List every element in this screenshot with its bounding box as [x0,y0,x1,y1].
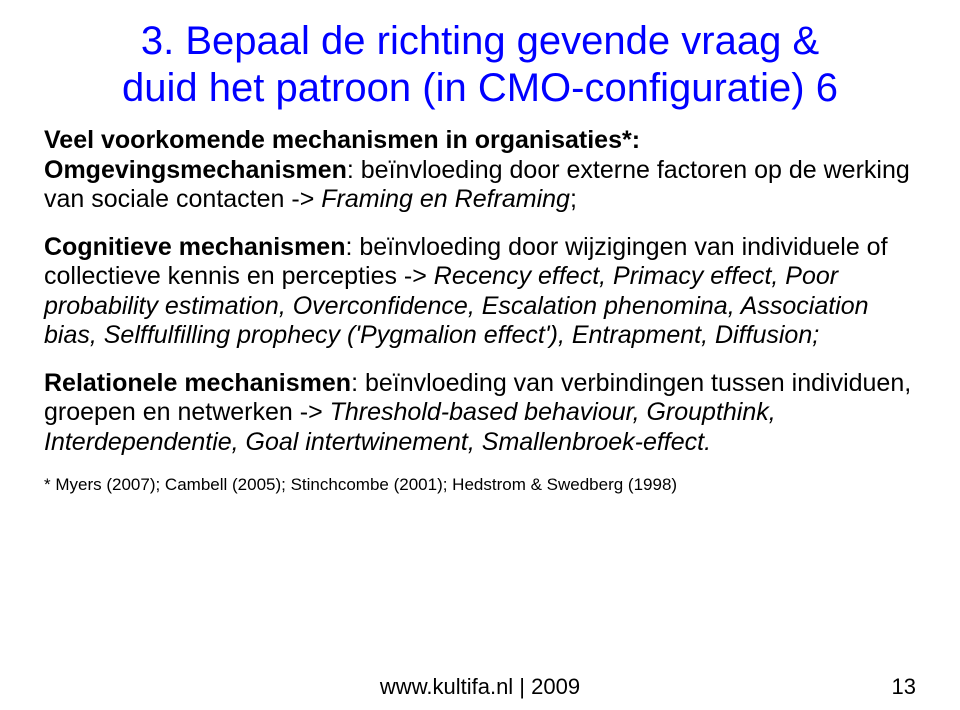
footer-site: www.kultifa.nl | 2009 [0,674,960,700]
footnote: * Myers (2007); Cambell (2005); Stinchco… [44,475,916,495]
page-number: 13 [892,674,916,700]
omgeving-label: Omgevingsmechanismen [44,156,347,184]
relational-label: Relationele mechanismen [44,369,351,397]
slide-title: 3. Bepaal de richting gevende vraag & du… [44,18,916,112]
intro-subheading: Veel voorkomende mechanismen in organisa… [44,126,916,156]
intro-paragraph: Veel voorkomende mechanismen in organisa… [44,126,916,215]
omgeving-semicolon: ; [570,185,577,213]
relational-paragraph: Relationele mechanismen: beïnvloeding va… [44,369,916,458]
slide-title-line1: 3. Bepaal de richting gevende vraag & [141,19,819,63]
cognitive-label: Cognitieve mechanismen [44,233,345,261]
omgeving-italic: Framing en Reframing [321,185,570,213]
cognitive-paragraph: Cognitieve mechanismen: beïnvloeding doo… [44,233,916,351]
slide-title-line2: duid het patroon (in CMO-configuratie) 6 [122,66,838,110]
